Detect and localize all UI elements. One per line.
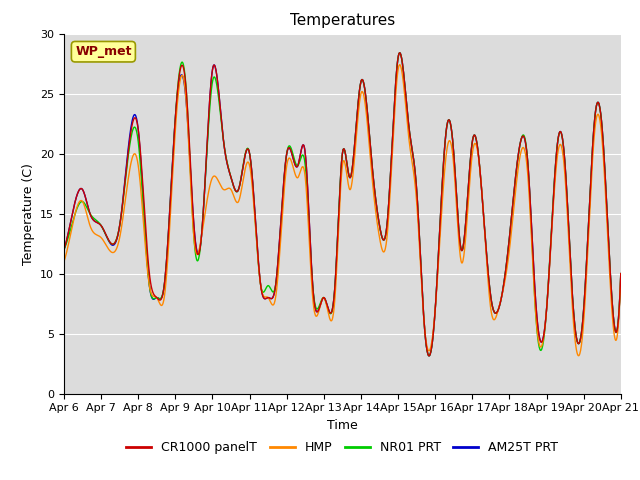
NR01 PRT bbox=[278, 198, 286, 204]
HMP bbox=[396, 62, 403, 68]
NR01 PRT bbox=[60, 247, 68, 252]
AM25T PRT bbox=[60, 247, 68, 252]
Text: WP_met: WP_met bbox=[75, 45, 132, 58]
AM25T PRT bbox=[429, 338, 436, 344]
AM25T PRT bbox=[617, 271, 625, 276]
NR01 PRT bbox=[617, 271, 625, 276]
HMP bbox=[575, 353, 582, 359]
Line: CR1000 panelT: CR1000 panelT bbox=[64, 53, 621, 356]
Y-axis label: Temperature (C): Temperature (C) bbox=[22, 163, 35, 264]
NR01 PRT bbox=[292, 161, 300, 167]
NR01 PRT bbox=[183, 98, 191, 104]
CR1000 panelT bbox=[425, 353, 433, 359]
NR01 PRT bbox=[520, 133, 528, 139]
CR1000 panelT bbox=[278, 195, 286, 201]
CR1000 panelT bbox=[429, 338, 436, 344]
AM25T PRT bbox=[292, 164, 300, 169]
CR1000 panelT bbox=[520, 134, 528, 140]
AM25T PRT bbox=[278, 195, 286, 201]
HMP bbox=[183, 110, 191, 116]
Line: AM25T PRT: AM25T PRT bbox=[64, 53, 621, 356]
HMP bbox=[278, 210, 286, 216]
NR01 PRT bbox=[429, 338, 436, 344]
HMP bbox=[292, 173, 300, 179]
Title: Temperatures: Temperatures bbox=[290, 13, 395, 28]
NR01 PRT bbox=[568, 288, 576, 293]
HMP bbox=[617, 271, 625, 276]
CR1000 panelT bbox=[396, 50, 403, 56]
HMP bbox=[520, 145, 527, 151]
NR01 PRT bbox=[425, 353, 433, 359]
AM25T PRT bbox=[183, 109, 191, 115]
CR1000 panelT bbox=[617, 271, 625, 276]
CR1000 panelT bbox=[568, 288, 576, 293]
AM25T PRT bbox=[425, 353, 433, 359]
AM25T PRT bbox=[568, 288, 576, 293]
HMP bbox=[60, 259, 68, 264]
Legend: CR1000 panelT, HMP, NR01 PRT, AM25T PRT: CR1000 panelT, HMP, NR01 PRT, AM25T PRT bbox=[122, 436, 563, 459]
AM25T PRT bbox=[396, 50, 403, 56]
HMP bbox=[568, 293, 575, 299]
NR01 PRT bbox=[396, 50, 403, 56]
X-axis label: Time: Time bbox=[327, 419, 358, 432]
Line: HMP: HMP bbox=[64, 65, 621, 356]
CR1000 panelT bbox=[292, 164, 300, 169]
CR1000 panelT bbox=[60, 247, 68, 252]
AM25T PRT bbox=[520, 134, 528, 140]
CR1000 panelT bbox=[183, 97, 191, 103]
HMP bbox=[428, 337, 436, 343]
Line: NR01 PRT: NR01 PRT bbox=[64, 53, 621, 356]
